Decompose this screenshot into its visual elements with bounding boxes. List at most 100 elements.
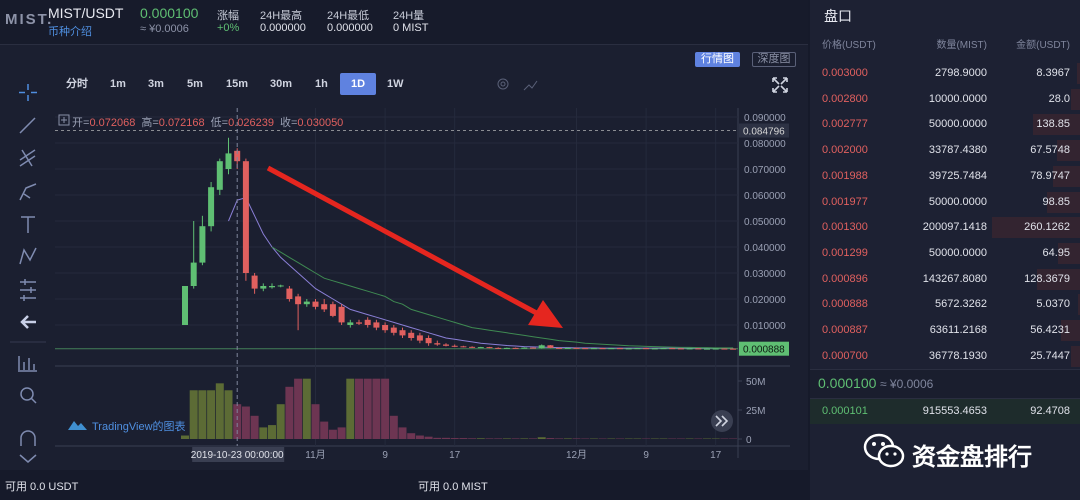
annotation-arrow <box>266 165 563 328</box>
ob-amount: 138.85 <box>1036 118 1070 131</box>
view-button-active[interactable]: 行情图 <box>695 52 740 67</box>
ob-qty: 36778.1930 <box>928 349 987 362</box>
ob-qty: 50000.0000 <box>928 195 987 208</box>
volume-tick-label: 50M <box>746 377 765 388</box>
ob-price: 0.002000 <box>822 144 868 157</box>
interval[interactable]: 1W <box>387 78 404 90</box>
candle-body <box>712 348 719 350</box>
plot-bg <box>55 108 738 458</box>
depth-bar <box>1077 63 1080 84</box>
candle-body <box>338 306 345 323</box>
volume-bar <box>468 438 477 439</box>
volume-bar <box>511 438 520 439</box>
depth-bar <box>1070 88 1080 110</box>
x-tick-label: 9 <box>643 450 649 461</box>
candle-body <box>582 348 589 350</box>
info-link[interactable]: 币种介绍 <box>48 26 92 38</box>
interval[interactable]: 1h <box>315 78 328 90</box>
depth-bar <box>1058 242 1080 264</box>
ob-last-price: 0.000100 <box>818 375 877 391</box>
ob-price: 0.000896 <box>822 272 868 285</box>
balance: 可用 0.0 MIST <box>418 481 488 493</box>
ob-row: 0.000896 143267.8080 128.3679 <box>812 267 1080 292</box>
candle-body <box>286 288 293 299</box>
price-label-box <box>739 123 789 138</box>
volume-bar <box>433 437 442 439</box>
volume-bar <box>207 390 216 439</box>
ob-price: 0.001988 <box>822 169 868 182</box>
ob-row: 0.001977 50000.0000 98.85 <box>812 190 1080 215</box>
x-tick-label: 11月 <box>305 449 325 461</box>
ob-amount: 92.4708 <box>1030 405 1070 417</box>
interval[interactable]: 30m <box>270 78 293 90</box>
ob-row: 0.000888 5672.3262 5.0370 <box>812 292 1080 317</box>
candle-body <box>486 347 493 349</box>
volume-bar <box>302 378 311 439</box>
y-tick-label: 0.080000 <box>744 139 786 150</box>
volume-bar <box>398 427 407 439</box>
crosshair-label-box <box>192 447 285 462</box>
candle-body <box>260 286 267 289</box>
interval[interactable]: 分时 <box>66 78 88 90</box>
interval-active[interactable]: 1D <box>340 73 377 95</box>
stat-value: 0 MIST <box>393 22 429 34</box>
candle-body <box>573 347 580 349</box>
candle-body <box>364 319 371 325</box>
pair: MIST/USDT <box>48 5 124 21</box>
header-bar <box>0 0 808 45</box>
volume-bar <box>555 438 564 439</box>
candle-body <box>617 348 623 350</box>
candle-body <box>477 347 484 349</box>
volume-bar <box>485 438 494 439</box>
view-button[interactable]: 深度图 <box>752 52 796 67</box>
ohlc-label: 高= <box>141 117 159 129</box>
ohlc-item: 高=0.072168 <box>141 114 204 130</box>
depth-bar <box>992 217 1080 239</box>
ohlc-value: 0.030050 <box>297 117 344 129</box>
candle-body <box>460 346 467 348</box>
volume-bar <box>494 438 503 439</box>
interval[interactable]: 5m <box>187 78 203 90</box>
volume-bar <box>215 383 224 439</box>
ob-amount: 56.4231 <box>1030 324 1070 336</box>
x-tick-label: 17 <box>449 450 461 461</box>
volume-bar <box>442 437 450 439</box>
ob-row: 0.001299 50000.0000 64.95 <box>812 241 1080 266</box>
y-tick-label: 0.050000 <box>744 217 786 228</box>
ob-price: 0.003000 <box>822 67 868 79</box>
last-price-cny: ≈ ¥0.0006 <box>140 23 189 35</box>
ob-row: 0.000700 36778.1930 25.7447 <box>812 344 1080 369</box>
x-tick-label: 17 <box>710 450 722 461</box>
candle-body <box>356 322 362 324</box>
volume-bar <box>363 378 372 439</box>
ohlc-value: 0.026239 <box>228 117 274 129</box>
volume-bar <box>233 404 242 439</box>
y-tick-label: 0.090000 <box>744 113 786 124</box>
volume-bar <box>450 438 459 439</box>
volume-bar <box>276 404 285 439</box>
volume-bar <box>415 435 424 439</box>
volume-bar <box>563 438 572 439</box>
interval[interactable]: 1m <box>110 78 126 90</box>
ob-row: 0.001988 39725.7484 78.9747 <box>812 164 1080 189</box>
interval[interactable]: 3m <box>148 78 164 90</box>
ohlc-item: 收=0.030050 <box>280 114 343 130</box>
candle-body <box>382 325 389 331</box>
y-tick-label: 0.040000 <box>744 243 786 254</box>
candle-body <box>634 348 641 350</box>
candle-body <box>390 327 397 333</box>
candle-body <box>686 348 693 350</box>
ob-price: 0.000888 <box>822 298 868 311</box>
last-price-bar <box>810 369 1080 399</box>
candle-body <box>347 322 354 325</box>
ob-row: 0.001300 200097.1418 260.1262 <box>812 215 1080 240</box>
ob-qty: 915553.4653 <box>922 405 987 417</box>
candle-body <box>669 348 676 350</box>
depth-bar <box>1057 140 1080 162</box>
volume-bar <box>355 378 363 439</box>
order-book-title: 盘口 <box>824 8 852 24</box>
depth-bar <box>1046 191 1080 213</box>
interval[interactable]: 15m <box>226 78 249 90</box>
candle-body <box>216 161 223 190</box>
price-label: 0.000888 <box>743 345 785 356</box>
